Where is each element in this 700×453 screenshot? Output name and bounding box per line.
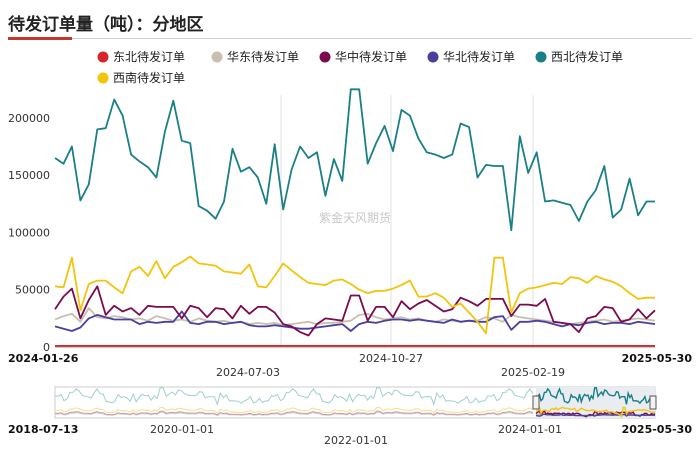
series-line-2 bbox=[54, 285, 656, 337]
legend-label-1[interactable]: 华东待发订单 bbox=[227, 49, 299, 64]
navigator-series-line-5 bbox=[535, 405, 655, 418]
x-tick-label-0: 2024-07-03 bbox=[216, 366, 280, 379]
legend-marker-3[interactable] bbox=[427, 51, 439, 63]
x-tick-label-2: 2025-02-19 bbox=[501, 366, 565, 379]
navigator-tick-label-0: 2020-01-01 bbox=[150, 423, 214, 436]
navigator-history-line-1 bbox=[54, 406, 534, 414]
y-tick-label-0: 0 bbox=[43, 341, 50, 354]
legend-marker-4[interactable] bbox=[535, 51, 547, 63]
navigator-history-line-2 bbox=[54, 412, 534, 417]
x-axis: 2024-01-26 2025-05-30 2024-07-03 2024-10-27… bbox=[8, 352, 692, 379]
navigator-tick-label-1: 2022-01-01 bbox=[324, 434, 388, 447]
navigator-start-label: 2018-07-13 bbox=[8, 423, 78, 436]
navigator-series-line-4 bbox=[535, 387, 655, 405]
navigator[interactable]: 2018-07-13 2025-05-30 2020-01-01 2022-01-01… bbox=[8, 386, 693, 447]
y-axis: 0 50000 100000 150000 200000 bbox=[8, 112, 50, 354]
navigator-history-line-0 bbox=[54, 387, 534, 406]
title-accent-bar bbox=[8, 37, 72, 40]
legend-label-2[interactable]: 华中待发订单 bbox=[335, 49, 407, 64]
legend-marker-5[interactable] bbox=[97, 72, 109, 84]
navigator-end-label: 2025-05-30 bbox=[622, 423, 693, 436]
y-tick-label-1: 50000 bbox=[15, 284, 50, 297]
navigator-history-line-3 bbox=[54, 410, 534, 416]
y-tick-label-3: 150000 bbox=[8, 169, 50, 182]
series-line-4 bbox=[54, 88, 655, 232]
navigator-left-handle[interactable] bbox=[532, 395, 540, 410]
navigator-tick-label-2: 2024-01-01 bbox=[498, 423, 562, 436]
legend-marker-0[interactable] bbox=[97, 51, 109, 63]
watermark-text: 紫金天风期货 bbox=[319, 210, 391, 225]
series-line-5 bbox=[54, 255, 655, 335]
series-group bbox=[54, 88, 656, 347]
legend-marker-1[interactable] bbox=[211, 51, 223, 63]
y-tick-label-2: 100000 bbox=[8, 226, 50, 239]
legend-label-0[interactable]: 东北待发订单 bbox=[113, 49, 185, 64]
page-title: 待发订单量（吨）：分地区 bbox=[8, 15, 204, 35]
x-tick-label-1: 2024-10-27 bbox=[359, 352, 423, 365]
legend-label-4[interactable]: 西北待发订单 bbox=[551, 49, 623, 64]
x-end-label: 2025-05-30 bbox=[622, 352, 693, 365]
legend-label-3[interactable]: 华北待发订单 bbox=[443, 49, 515, 64]
x-start-label: 2024-01-26 bbox=[8, 352, 79, 365]
y-tick-label-4: 200000 bbox=[8, 112, 50, 125]
navigator-right-handle[interactable] bbox=[649, 395, 657, 410]
legend-marker-2[interactable] bbox=[319, 51, 331, 63]
series-line-3 bbox=[54, 310, 656, 332]
legend-label-5[interactable]: 西南待发订单 bbox=[113, 70, 185, 85]
navigator-series-line-3 bbox=[535, 412, 656, 417]
title-divider bbox=[8, 37, 692, 40]
